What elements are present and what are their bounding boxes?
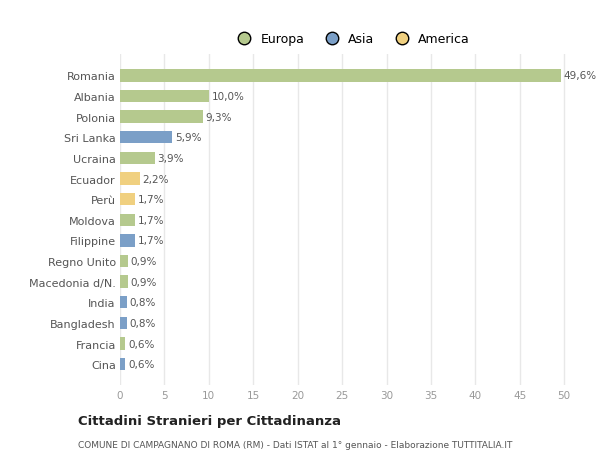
Text: 0,8%: 0,8% [130, 297, 156, 308]
Bar [120, 111, 203, 123]
Bar [120, 194, 135, 206]
Text: 0,9%: 0,9% [131, 277, 157, 287]
Bar [120, 338, 125, 350]
Legend: Europa, Asia, America: Europa, Asia, America [227, 28, 475, 51]
Text: 0,6%: 0,6% [128, 359, 154, 369]
Text: 9,3%: 9,3% [205, 112, 232, 123]
Bar [120, 358, 125, 370]
Bar [120, 173, 140, 185]
Text: 1,7%: 1,7% [138, 215, 164, 225]
Text: 49,6%: 49,6% [563, 71, 596, 81]
Bar [120, 317, 127, 330]
Bar [120, 255, 128, 268]
Text: 0,9%: 0,9% [131, 257, 157, 267]
Bar [120, 70, 560, 83]
Bar [120, 276, 128, 288]
Text: 10,0%: 10,0% [212, 92, 244, 102]
Text: Cittadini Stranieri per Cittadinanza: Cittadini Stranieri per Cittadinanza [78, 414, 341, 428]
Text: 1,7%: 1,7% [138, 236, 164, 246]
Bar [120, 214, 135, 226]
Text: COMUNE DI CAMPAGNANO DI ROMA (RM) - Dati ISTAT al 1° gennaio - Elaborazione TUTT: COMUNE DI CAMPAGNANO DI ROMA (RM) - Dati… [78, 441, 512, 449]
Bar [120, 91, 209, 103]
Text: 0,6%: 0,6% [128, 339, 154, 349]
Bar [120, 235, 135, 247]
Text: 1,7%: 1,7% [138, 195, 164, 205]
Text: 5,9%: 5,9% [175, 133, 202, 143]
Text: 3,9%: 3,9% [157, 154, 184, 163]
Bar [120, 132, 172, 144]
Bar [120, 152, 155, 165]
Text: 2,2%: 2,2% [142, 174, 169, 184]
Text: 0,8%: 0,8% [130, 318, 156, 328]
Bar [120, 297, 127, 309]
